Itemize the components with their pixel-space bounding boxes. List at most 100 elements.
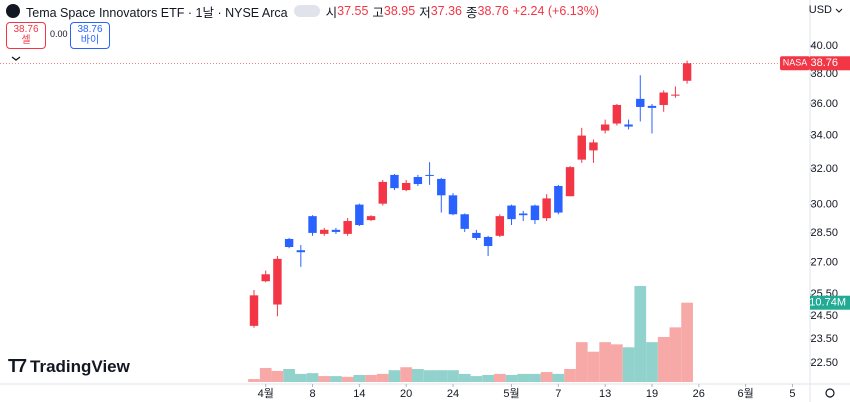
- volume-bar: [318, 376, 331, 382]
- volume-bar: [435, 370, 448, 382]
- ohlc-value: 37.36: [430, 4, 462, 18]
- y-tick-label: 27.00: [810, 257, 838, 269]
- volume-bar: [646, 342, 658, 382]
- volume-bar: [423, 370, 436, 382]
- volume-bar: [412, 369, 424, 382]
- volume-bar: [341, 376, 354, 382]
- candle-body: [589, 142, 598, 151]
- volume-bar: [622, 347, 635, 382]
- candle-body: [554, 185, 563, 213]
- candle-body: [343, 221, 352, 234]
- volume-label: 10.74M: [809, 297, 846, 309]
- candle-body: [647, 105, 657, 108]
- candle-body: [600, 124, 610, 131]
- y-tick-label: 30.00: [810, 199, 838, 211]
- volume-bar: [552, 373, 565, 382]
- candle-body: [320, 229, 329, 234]
- y-tick-label: 28.50: [810, 227, 838, 239]
- x-tick-label: 26: [693, 388, 705, 400]
- candle-body: [331, 229, 341, 232]
- title[interactable]: Tema Space Innovators ETF · 1날 · NYSE Ar…: [26, 5, 288, 20]
- volume-bar: [271, 370, 284, 382]
- x-tick-label: 5월: [503, 387, 519, 400]
- y-tick-label: 36.00: [810, 98, 838, 110]
- volume-bar: [365, 374, 377, 382]
- candle-body: [624, 124, 633, 127]
- candle-body: [472, 232, 481, 238]
- candle-body: [612, 104, 622, 124]
- ohlc-label: 시: [325, 5, 338, 20]
- buy-label: 바이: [80, 35, 100, 46]
- x-tick-label: 24: [447, 388, 459, 400]
- volume-bar: [353, 374, 366, 382]
- symbol-tag-bg: [780, 56, 810, 71]
- volume-bar: [470, 376, 483, 382]
- volume-bar: [564, 369, 576, 382]
- buy-price: 38.76: [77, 24, 103, 35]
- candle-body: [577, 135, 586, 160]
- volume-bar: [517, 373, 530, 382]
- volume-bar: [611, 344, 623, 382]
- volume-bar: [681, 302, 693, 382]
- volume-bar: [294, 373, 307, 382]
- collapse-chevron: [11, 56, 21, 61]
- brand-name: TradingView: [30, 356, 130, 376]
- volume-bar: [447, 370, 459, 382]
- x-tick-label: 7: [555, 388, 561, 400]
- symbol-tag: NASA: [783, 58, 808, 68]
- x-tick-label: 14: [353, 388, 365, 400]
- x-tick-label: 5: [789, 388, 795, 400]
- x-tick-label: 8: [309, 388, 315, 400]
- volume-bar: [482, 374, 494, 382]
- candle-body: [448, 195, 458, 215]
- volume-bar: [283, 369, 295, 382]
- change: +2.24 (+6.13%): [512, 4, 599, 18]
- sell-button[interactable]: 38.76 셀: [6, 22, 46, 49]
- candle-body: [507, 205, 516, 220]
- volume-bar: [259, 367, 272, 382]
- volume-bar: [529, 373, 541, 382]
- x-tick-label: 4월: [258, 387, 274, 400]
- volume-bar: [458, 373, 471, 382]
- volume-bar: [248, 379, 260, 382]
- candle-body: [483, 236, 493, 247]
- candle-body: [296, 250, 306, 253]
- candle-body: [542, 198, 551, 219]
- symbol-logo: [6, 4, 20, 18]
- header: Tema Space Innovators ETF · 1날 · NYSE Ar…: [6, 2, 603, 20]
- candle-body: [378, 181, 387, 204]
- x-tick-label: 19: [646, 388, 658, 400]
- y-tick-label: 38.00: [810, 68, 838, 80]
- candle-body: [671, 94, 680, 96]
- buy-button[interactable]: 38.76 바이: [70, 22, 110, 49]
- candle-body: [355, 204, 364, 226]
- volume-bar: [657, 336, 670, 382]
- candle-body: [437, 178, 446, 196]
- candle-body: [413, 176, 423, 185]
- candle-body: [261, 274, 270, 282]
- volume-bar: [599, 342, 612, 382]
- currency[interactable]: USD: [808, 4, 832, 16]
- volume-bar: [376, 373, 389, 382]
- y-tick-label: 23.50: [810, 333, 838, 345]
- volume-bar: [306, 373, 319, 382]
- ohlc-value: 37.55: [337, 4, 369, 18]
- volume-bar: [669, 327, 682, 382]
- spread: 0.00: [50, 29, 68, 39]
- last-price-label: 38.76: [810, 57, 838, 69]
- candle-body: [401, 182, 411, 191]
- settings-icon: [825, 388, 835, 398]
- candle-body: [273, 258, 282, 305]
- x-tick-label: 6월: [737, 387, 753, 400]
- candle-body: [249, 295, 259, 326]
- candle-body: [390, 174, 399, 189]
- candle-body: [530, 205, 540, 221]
- candle-body: [519, 213, 528, 216]
- sell-price: 38.76: [13, 24, 39, 35]
- toggle[interactable]: [293, 5, 320, 17]
- y-tick-label: 40.00: [810, 40, 838, 52]
- candle-body: [565, 167, 575, 197]
- ohlc-value: 38.95: [383, 4, 416, 18]
